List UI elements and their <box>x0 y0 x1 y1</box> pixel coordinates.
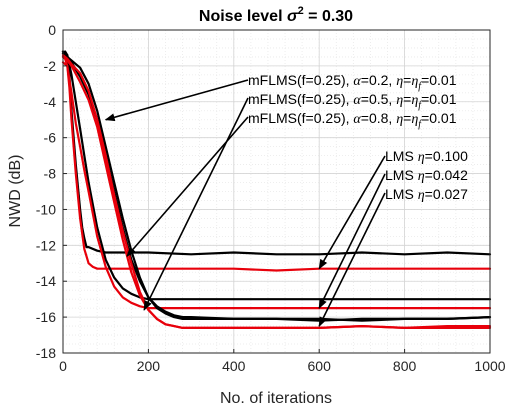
y-tick-label: -6 <box>44 130 57 146</box>
series-line-8 <box>61 53 492 329</box>
annotation-arrow-5 <box>318 173 386 310</box>
annotation-label-4: LMS η=0.100 <box>385 148 468 165</box>
plot-frame <box>62 29 491 354</box>
x-axis-ticks: 0 200 400 600 800 1000 <box>59 349 506 374</box>
series-line-4 <box>61 61 492 310</box>
title-sigma: σ <box>287 8 299 25</box>
y-tick-label: -2 <box>44 58 57 74</box>
y-tick-label: -8 <box>44 166 57 182</box>
annotation-label-1: mFLMS(f=0.25), α=0.2, η=ηf=0.01 <box>248 72 457 92</box>
annotation-layer: mFLMS(f=0.25), α=0.2, η=ηf=0.01mFLMS(f=0… <box>104 72 468 327</box>
x-axis-label: No. of iterations <box>220 390 332 407</box>
series-layer <box>61 50 492 329</box>
y-axis-ticks: 0 -2 -4 -6 -8 -10 -12 -14 -16 -18 <box>36 22 67 361</box>
y-tick-label: -12 <box>36 237 56 253</box>
annotation-label-6: LMS η=0.027 <box>385 186 468 203</box>
annotation-arrow-1 <box>104 79 249 122</box>
y-tick-label: -4 <box>44 94 57 110</box>
y-axis-label: NWD (dB) <box>7 155 24 228</box>
annotation-arrow-4 <box>318 155 386 270</box>
annotation-arrow-3 <box>126 116 249 257</box>
x-tick-label: 200 <box>137 358 161 374</box>
chart-title: Noise level σ2 = 0.30 <box>199 5 353 25</box>
title-prefix: Noise level <box>199 8 287 25</box>
x-tick-label: 800 <box>393 358 417 374</box>
title-suffix: = 0.30 <box>304 8 353 25</box>
y-tick-label: -16 <box>36 309 56 325</box>
annotation-arrow-6 <box>318 192 386 327</box>
y-tick-label: -18 <box>36 345 56 361</box>
y-tick-label: -10 <box>36 201 56 217</box>
series-line-2 <box>61 55 492 272</box>
y-tick-label: 0 <box>48 22 56 38</box>
annotation-label-5: LMS η=0.042 <box>385 167 468 184</box>
series-line-3 <box>61 52 492 301</box>
x-tick-label: 400 <box>222 358 246 374</box>
x-tick-label: 1000 <box>474 358 505 374</box>
y-tick-label: -14 <box>36 273 56 289</box>
title-exponent: 2 <box>298 5 304 17</box>
annotation-arrow-2 <box>143 97 249 311</box>
annotation-label-3: mFLMS(f=0.25), α=0.8, η=ηf=0.01 <box>248 110 457 130</box>
x-tick-label: 0 <box>59 358 67 374</box>
x-tick-label: 600 <box>308 358 332 374</box>
annotation-label-2: mFLMS(f=0.25), α=0.5, η=ηf=0.01 <box>248 91 457 111</box>
